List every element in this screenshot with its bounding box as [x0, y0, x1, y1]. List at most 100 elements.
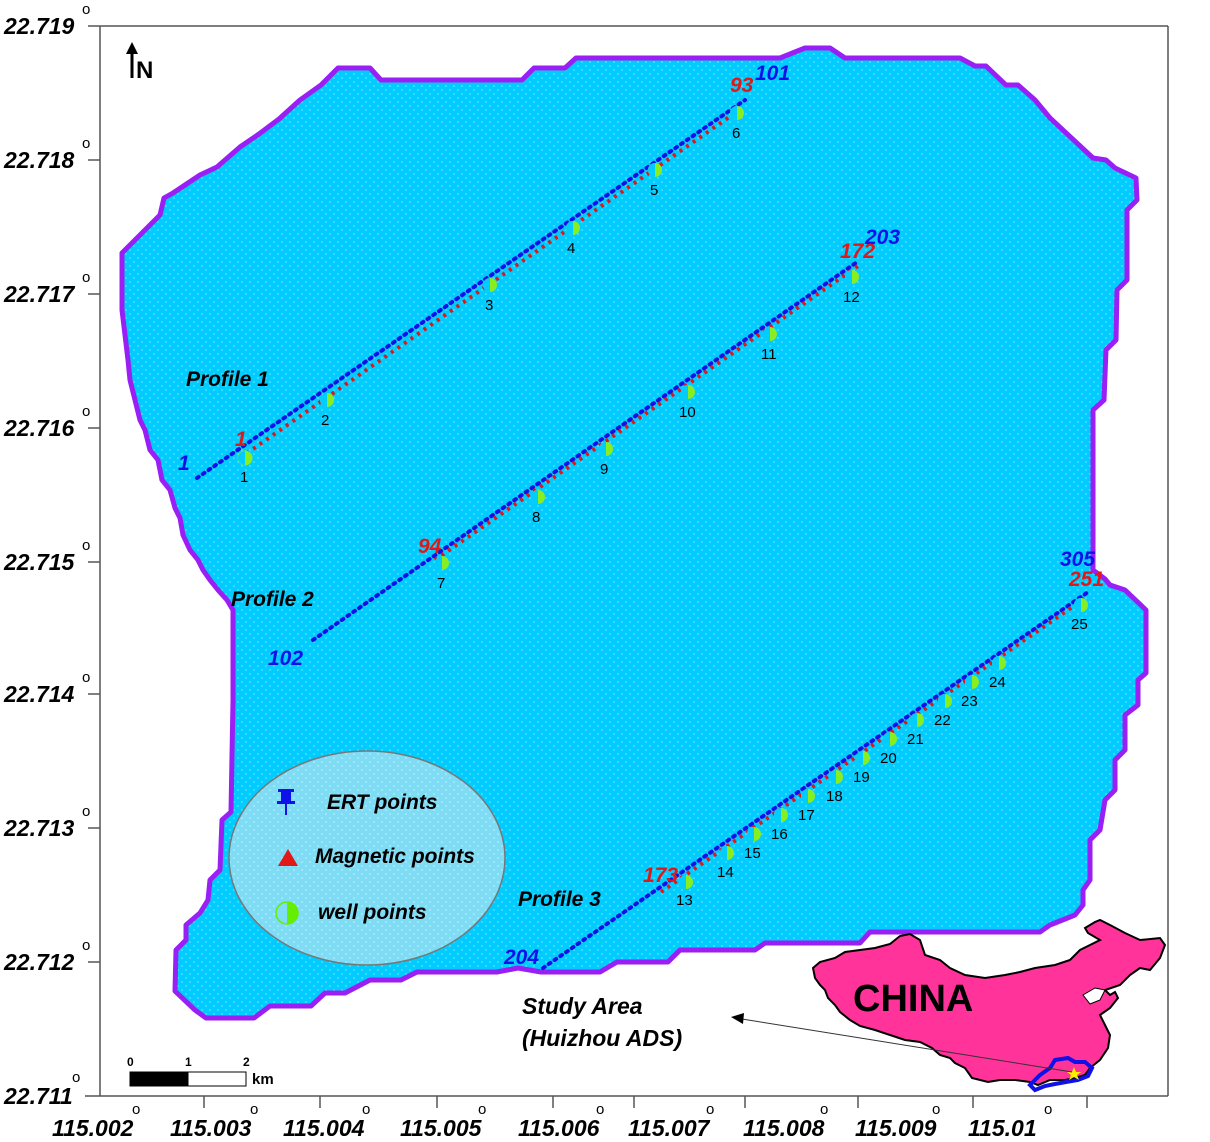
well-label: 15	[744, 845, 761, 862]
magnetic-line	[659, 594, 1090, 894]
y-tick-label: 22.717	[3, 281, 76, 307]
well-point	[845, 270, 859, 284]
mag-start-label: 94	[418, 535, 442, 558]
well-label: 5	[650, 182, 658, 199]
well-label: 4	[567, 240, 575, 257]
mag-start-label: 1	[235, 428, 247, 451]
well-point	[483, 278, 497, 292]
degree-symbol: o	[82, 803, 90, 820]
ert-end-label: 101	[755, 62, 790, 85]
triangle-icon	[278, 849, 298, 866]
well-label: 20	[880, 750, 897, 767]
legend-label: well points	[318, 901, 427, 924]
degree-symbol: o	[250, 1101, 258, 1118]
half-circle-icon	[275, 901, 299, 925]
well-point	[829, 770, 843, 784]
degree-symbol: o	[82, 937, 90, 954]
ert-end-label: 203	[864, 226, 900, 249]
magnetic-line	[238, 104, 747, 460]
ert-start-label: 204	[503, 946, 539, 969]
profile-2: Profile 2 102 203 94 172 7 8 9 10 11 12	[231, 226, 900, 670]
mag-end-label: 93	[730, 74, 754, 97]
well-label: 21	[907, 731, 924, 748]
well-point	[237, 450, 253, 466]
well-point	[1074, 598, 1088, 612]
well-label: 12	[843, 289, 860, 306]
mag-start-label: 173	[643, 864, 678, 887]
well-point	[720, 846, 734, 860]
well-point	[883, 732, 897, 746]
x-tick-label: 115.008	[743, 1115, 825, 1141]
well-point	[681, 385, 695, 399]
well-label: 14	[717, 864, 734, 881]
map-frame	[85, 25, 1169, 1097]
profile-3: Profile 3 204 305 173 251 13 14 15 16 17…	[503, 548, 1104, 970]
ert-end-label: 305	[1060, 548, 1095, 571]
legend: ERT points Magnetic points well points	[228, 750, 506, 966]
degree-symbol: o	[72, 1069, 80, 1086]
well-label: 25	[1071, 616, 1088, 633]
well-label: 22	[934, 712, 951, 729]
arrow-head-icon	[731, 1013, 744, 1024]
well-point	[992, 656, 1006, 670]
north-arrow: N	[126, 42, 153, 84]
degree-symbol: o	[82, 269, 90, 286]
legend-label: Magnetic points	[315, 845, 475, 868]
magnetic-line	[433, 264, 860, 562]
degree-symbol: o	[596, 1101, 604, 1118]
well-label: 16	[771, 826, 788, 843]
study-area-label: Study Area	[522, 993, 643, 1019]
y-tick-label: 22.719	[3, 13, 75, 39]
degree-symbol: o	[478, 1101, 486, 1118]
study-area-sublabel: (Huizhou ADS)	[522, 1025, 682, 1051]
degree-symbol: o	[82, 1, 90, 18]
scale-unit: km	[252, 1071, 274, 1088]
y-tick-label: 22.714	[3, 681, 75, 707]
degree-symbol: o	[82, 669, 90, 686]
well-label: 3	[485, 297, 493, 314]
north-label: N	[136, 57, 153, 84]
x-tick-label: 115.009	[855, 1115, 937, 1141]
well-point	[320, 393, 334, 407]
y-tick-label: 22.711	[3, 1083, 73, 1109]
well-point	[679, 875, 693, 889]
y-tick-label: 22.712	[3, 949, 75, 975]
well-label: 18	[826, 788, 843, 805]
well-point	[648, 163, 662, 177]
x-tick-label: 115.01	[968, 1115, 1037, 1141]
well-point	[435, 556, 449, 570]
well-point	[965, 675, 979, 689]
degree-symbol: o	[1044, 1101, 1052, 1118]
degree-symbol: o	[362, 1101, 370, 1118]
well-label: 11	[761, 346, 777, 363]
china-inset: CHINA	[811, 918, 1167, 1093]
y-tick-label: 22.713	[3, 815, 75, 841]
study-location-star-icon	[1067, 1067, 1081, 1080]
well-point	[801, 789, 815, 803]
well-label: 2	[321, 412, 329, 429]
well-point	[531, 490, 545, 504]
well-point	[774, 808, 788, 822]
mag-end-label: 251	[1068, 568, 1104, 591]
well-label: 13	[676, 892, 693, 909]
well-point	[747, 827, 761, 841]
well-label: 19	[853, 769, 870, 786]
well-label: 10	[679, 404, 696, 421]
degree-symbol: o	[82, 135, 90, 152]
degree-symbol: o	[706, 1101, 714, 1118]
x-axis: 115.002 o 115.003 o 115.004 o 115.005 o …	[52, 1096, 1088, 1141]
guangdong-outline	[1027, 1055, 1095, 1093]
ert-line	[541, 590, 1090, 970]
well-label: 23	[961, 693, 978, 710]
scale-tick: 1	[185, 1055, 192, 1069]
well-point	[763, 327, 777, 341]
well-label: 17	[798, 807, 815, 824]
well-label: 9	[600, 461, 608, 478]
y-tick-label: 22.718	[3, 147, 75, 173]
profile-label: Profile 3	[518, 888, 601, 911]
well-point	[938, 694, 952, 708]
degree-symbol: o	[932, 1101, 940, 1118]
well-label: 6	[732, 125, 740, 142]
ert-line	[195, 98, 747, 480]
